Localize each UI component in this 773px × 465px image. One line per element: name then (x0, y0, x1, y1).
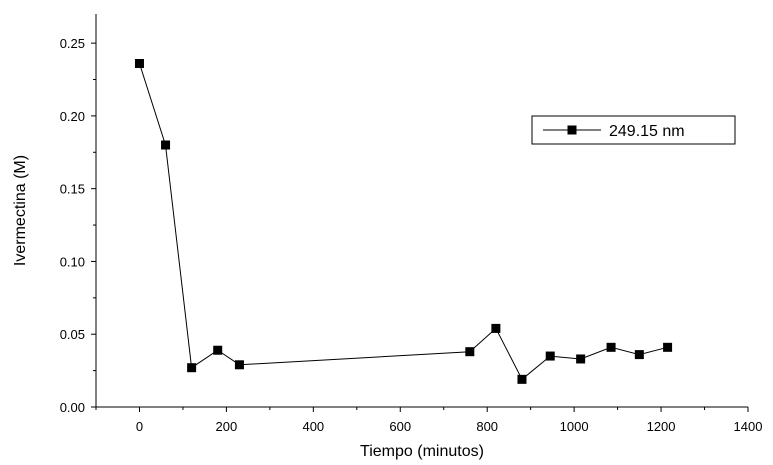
plot-axes (95, 14, 748, 408)
data-point (606, 342, 616, 352)
legend: 249.15 nm (531, 115, 736, 145)
x-tick-label: 0 (136, 419, 143, 434)
data-point (517, 374, 527, 384)
x-tick-label: 1200 (647, 419, 676, 434)
data-point (134, 58, 144, 68)
x-tick-label: 1000 (560, 419, 589, 434)
data-point (213, 345, 223, 355)
y-tick-label: 0.00 (60, 400, 85, 415)
data-point (187, 363, 197, 373)
y-tick-label: 0.25 (60, 36, 85, 51)
legend-series-marker (567, 125, 577, 135)
data-point (234, 360, 244, 370)
data-point (491, 323, 501, 333)
x-axis-ticks: 0 200 400 600 800 1000 1200 1400 (95, 407, 763, 434)
y-tick-label: 0.05 (60, 327, 85, 342)
x-axis-title: Tiempo (minutos) (360, 443, 484, 460)
series-group (134, 58, 673, 384)
y-tick-label: 0.10 (60, 254, 85, 269)
x-tick-label: 200 (216, 419, 238, 434)
legend-series-label: 249.15 nm (609, 123, 685, 140)
y-tick-label: 0.15 (60, 182, 85, 197)
y-axis-ticks: 0.00 0.05 0.10 0.15 0.20 0.25 (60, 36, 96, 415)
data-point (465, 347, 475, 357)
x-tick-label: 400 (302, 419, 324, 434)
x-tick-label: 1400 (734, 419, 763, 434)
y-axis-title: Ivermectina (M) (12, 155, 29, 266)
x-tick-label: 600 (389, 419, 411, 434)
data-point (161, 140, 171, 150)
y-tick-label: 0.20 (60, 109, 85, 124)
data-point (545, 351, 555, 361)
x-tick-label: 800 (476, 419, 498, 434)
data-point (576, 354, 586, 364)
data-point (663, 342, 673, 352)
series-line (139, 63, 668, 381)
data-point (634, 350, 644, 360)
